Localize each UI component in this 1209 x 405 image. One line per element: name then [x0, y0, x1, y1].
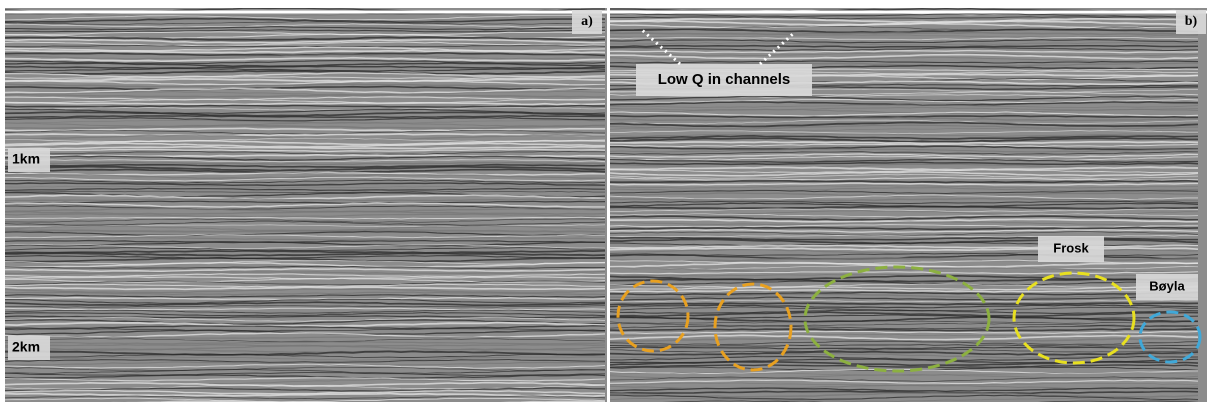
- panel-label: a): [581, 14, 593, 29]
- figure: a) 1km 2km b) Low Q in channels Frosk Bø…: [0, 0, 1209, 405]
- panel-label: b): [1185, 14, 1198, 29]
- depth-label: 1km: [12, 151, 40, 167]
- annotation: Bøyla: [1149, 278, 1185, 293]
- annotation: Frosk: [1053, 240, 1089, 255]
- depth-label: 2km: [12, 339, 40, 355]
- annotation: Low Q in channels: [658, 71, 791, 88]
